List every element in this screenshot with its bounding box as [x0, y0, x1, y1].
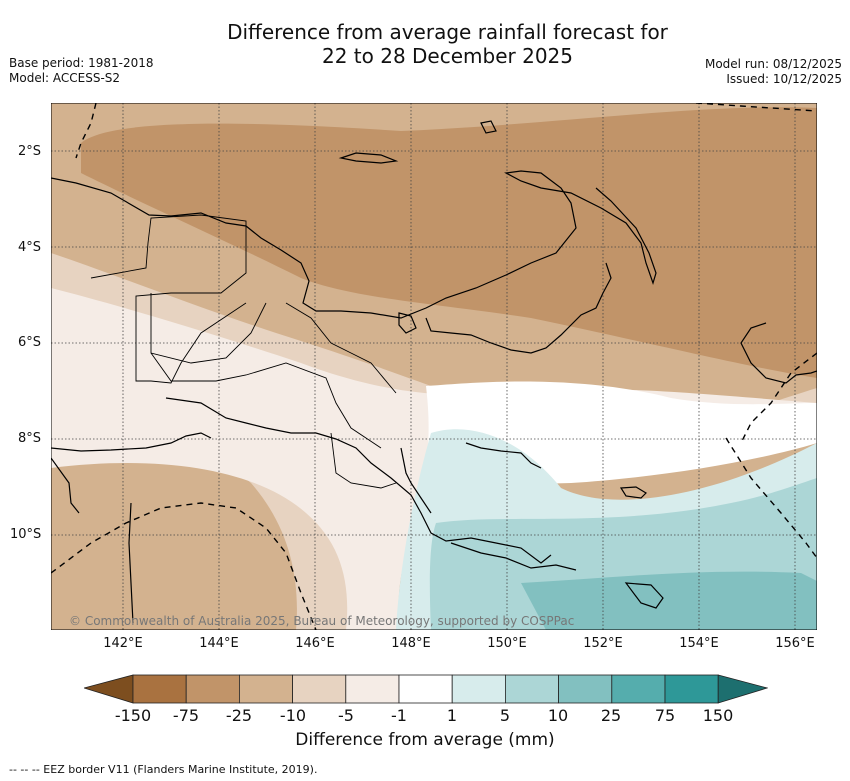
rainfall-map: [51, 103, 817, 630]
cbar-tick-plus5: 5: [499, 706, 511, 725]
x-tick-146e: 146°E: [295, 636, 335, 651]
eez-borders: [51, 103, 817, 630]
meta-left: Base period: 1981-2018 Model: ACCESS-S2: [9, 56, 154, 86]
province-borders: [90, 214, 397, 489]
y-tick-8s: 8°S: [18, 431, 42, 446]
colorbar: [84, 674, 768, 704]
x-tick-150e: 150°E: [487, 636, 527, 651]
colorbar-label: Difference from average (mm): [295, 730, 555, 750]
x-tick-156e: 156°E: [775, 636, 815, 651]
model-run: Model run: 08/12/2025: [704, 57, 842, 71]
cbar-tick-plus10: 10: [547, 706, 569, 725]
cbar-tick-plus150: 150: [702, 706, 734, 725]
copyright-notice: © Commonwealth of Australia 2025, Bureau…: [69, 614, 575, 628]
colorbar-segment: [238, 674, 293, 704]
cbar-tick-minus75: -75: [172, 706, 200, 725]
meta-right: Model run: 08/12/2025 Issued: 10/12/2025: [705, 57, 842, 87]
cbar-tick-plus25: 25: [600, 706, 622, 725]
colorbar-segment: [504, 674, 559, 704]
eez-footnote: -- -- -- EEZ border V11 (Flanders Marine…: [9, 763, 318, 776]
chart-title: Difference from average rainfall forecas…: [0, 20, 850, 68]
x-tick-154e: 154°E: [679, 636, 719, 651]
colorbar-segment: [185, 674, 240, 704]
title-line-1: Difference from average rainfall forecas…: [227, 20, 668, 44]
colorbar-segment: [292, 674, 347, 704]
cbar-tick-minus10: -10: [279, 706, 307, 725]
band-minus-25: [81, 107, 817, 378]
cbar-tick-minus1: -1: [391, 706, 407, 725]
band-plus-25: [521, 571, 817, 630]
x-tick-142e: 142°E: [103, 636, 143, 651]
colorbar-segment: [132, 674, 187, 704]
colorbar-extend-low: [84, 674, 134, 704]
x-tick-144e: 144°E: [199, 636, 239, 651]
colorbar-segment: [611, 674, 666, 704]
colorbar-extend-high: [717, 674, 768, 704]
band-near-average: [408, 381, 817, 630]
cbar-tick-plus1: 1: [446, 706, 458, 725]
cbar-tick-minus5: -5: [338, 706, 354, 725]
x-tick-148e: 148°E: [391, 636, 431, 651]
cbar-tick-plus75: 75: [654, 706, 676, 725]
title-line-2: 22 to 28 December 2025: [321, 44, 573, 68]
colorbar-segment: [451, 674, 506, 704]
base-period: Base period: 1981-2018: [9, 56, 154, 70]
y-tick-10s: 10°S: [10, 527, 42, 542]
x-tick-152e: 152°E: [583, 636, 623, 651]
colorbar-segment: [664, 674, 719, 704]
colorbar-segment: [345, 674, 400, 704]
issued-date: Issued: 10/12/2025: [726, 72, 842, 86]
model-name: Model: ACCESS-S2: [9, 71, 121, 85]
cbar-tick-minus150: -150: [114, 706, 152, 725]
y-tick-4s: 4°S: [18, 240, 42, 255]
y-tick-6s: 6°S: [18, 335, 42, 350]
cbar-tick-minus25: -25: [225, 706, 253, 725]
y-tick-2s: 2°S: [18, 144, 42, 159]
coastlines: [51, 120, 817, 624]
colorbar-segment: [558, 674, 613, 704]
colorbar-segment: [398, 674, 453, 704]
